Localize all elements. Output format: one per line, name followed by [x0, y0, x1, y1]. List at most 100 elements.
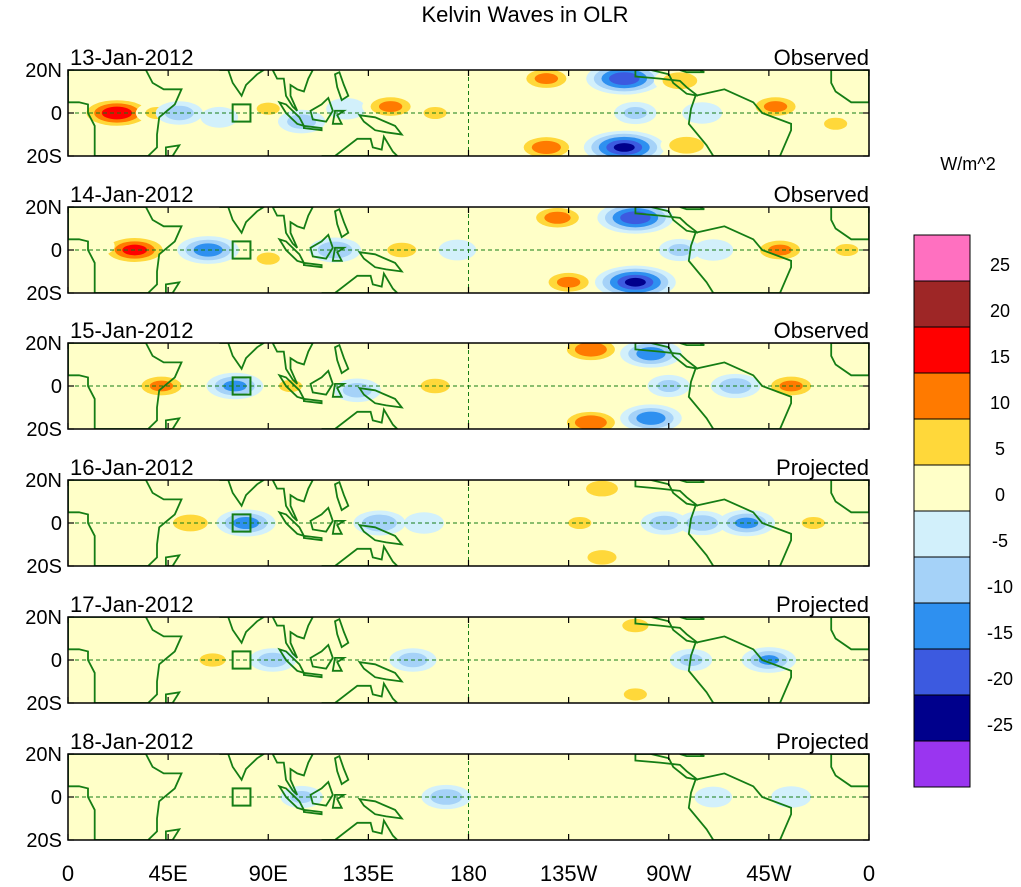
x-tick-label: 90E — [249, 861, 288, 886]
panel-date: 15-Jan-2012 — [70, 318, 194, 343]
reference-box — [231, 787, 252, 807]
panel-18-Jan-2012: 20N 0 20S 18-Jan-2012 Projected — [25, 729, 870, 852]
contour-level — [587, 550, 617, 565]
olr-anomaly — [481, 375, 522, 397]
y-tick-label: 20S — [26, 146, 62, 168]
reference-box — [231, 240, 252, 260]
contour-level — [378, 101, 403, 112]
coastline — [333, 70, 350, 102]
colorbar-label: -20 — [987, 669, 1013, 689]
olr-anomaly — [155, 101, 203, 125]
coastline — [302, 671, 323, 679]
contour-level — [387, 242, 417, 258]
olr-anomaly — [620, 404, 682, 429]
coastline — [334, 754, 350, 786]
contour-level — [734, 517, 759, 529]
coastline — [164, 144, 182, 156]
coastline — [679, 754, 705, 757]
coastline — [357, 660, 404, 683]
panel-date: 18-Jan-2012 — [70, 729, 194, 754]
coastline — [830, 70, 869, 104]
olr-anomaly — [247, 97, 290, 120]
olr-anomaly — [200, 106, 239, 128]
x-tick-label: 135E — [343, 861, 394, 886]
coastline — [68, 480, 183, 566]
coastline — [164, 417, 182, 429]
coastline — [302, 808, 323, 816]
panel-status: Observed — [774, 182, 869, 207]
olr-anomaly — [612, 617, 658, 638]
panel-status: Projected — [776, 455, 869, 480]
contour-level — [556, 276, 581, 288]
contour-level — [101, 106, 133, 120]
colorbar-label: 25 — [990, 255, 1010, 275]
contour-level — [256, 252, 280, 265]
x-tick-label: 90W — [646, 861, 691, 886]
colorbar-swatch — [913, 418, 971, 466]
coastline — [357, 797, 404, 820]
contour-level — [824, 117, 848, 130]
olr-anomaly — [208, 786, 249, 808]
coastline — [679, 207, 705, 211]
contour-level — [104, 649, 143, 671]
contour-level — [342, 383, 372, 398]
coastline — [309, 506, 334, 533]
reference-box — [231, 103, 252, 123]
olr-anomaly — [630, 756, 671, 778]
contour-level — [657, 379, 681, 393]
reference-box — [231, 376, 252, 396]
y-tick-label: 20S — [26, 556, 62, 578]
y-tick-label: 0 — [51, 376, 62, 398]
colorbar-swatch — [913, 556, 971, 604]
coastline — [357, 114, 404, 136]
olr-anomaly — [594, 265, 676, 293]
contour-level — [459, 649, 500, 671]
coastline — [687, 88, 792, 156]
coastline — [321, 407, 399, 429]
olr-anomaly — [269, 374, 312, 398]
coastline — [687, 498, 792, 566]
olr-anomaly — [741, 647, 797, 673]
contour-level — [669, 136, 704, 154]
olr-anomaly — [577, 480, 627, 501]
contour-level — [199, 653, 226, 667]
colorbar-label: 10 — [990, 393, 1010, 413]
coastline — [271, 70, 314, 112]
coastlines — [68, 207, 869, 293]
coastline — [321, 544, 399, 566]
y-tick-label: 0 — [51, 103, 62, 125]
contour-level — [256, 102, 280, 115]
coastline — [357, 251, 404, 273]
olr-anomaly — [682, 102, 723, 124]
olr-anomaly — [104, 649, 143, 671]
panels-group: 20N 0 20S 13-Jan-2012 Observed 20N 0 20S 14-Jan-… — [25, 45, 870, 852]
colorbar: W/m^2 25 20 15 10 5 0 -5 -10 -15 -20 -25 — [913, 154, 1013, 788]
olr-anomaly — [816, 649, 855, 671]
x-tick-label: 45W — [746, 861, 791, 886]
coastlines — [68, 70, 869, 156]
panel-date: 14-Jan-2012 — [70, 182, 194, 207]
coastline — [68, 207, 183, 293]
contour-level — [768, 244, 792, 256]
colorbar-label: 15 — [990, 347, 1010, 367]
olr-anomaly — [647, 374, 690, 398]
colorbar-label: -25 — [987, 715, 1013, 735]
coastline — [321, 134, 399, 156]
coastline — [164, 281, 182, 293]
olr-anomaly — [578, 545, 626, 566]
olr-anomaly — [660, 132, 713, 156]
coastline — [309, 643, 334, 670]
coastline — [302, 124, 323, 132]
coastline — [830, 343, 869, 377]
colorbar-swatch — [913, 326, 971, 374]
coastline — [830, 480, 869, 514]
colorbar-swatch — [913, 694, 971, 742]
contour-level — [404, 512, 444, 534]
contour-level — [630, 756, 671, 778]
coastline — [334, 480, 350, 512]
contour-level — [574, 415, 607, 429]
coastline — [164, 691, 182, 703]
olr-anomaly — [718, 509, 776, 537]
contour-level — [682, 102, 723, 124]
colorbar-swatch — [913, 510, 971, 558]
